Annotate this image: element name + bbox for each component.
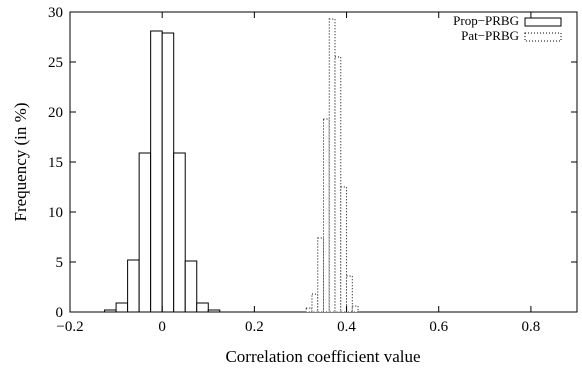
histogram-bar-pat-prbg-1 xyxy=(311,293,319,313)
y-tick-label: 15 xyxy=(48,155,63,171)
x-tick-label: 0.2 xyxy=(245,319,264,335)
legend-label-pat-prbg: Pat−PRBG xyxy=(461,28,519,43)
histogram-bar-prop-prbg-7 xyxy=(184,260,198,313)
legend: Prop−PRBG Pat−PRBG xyxy=(453,13,562,43)
histogram-bar-pat-prbg-6 xyxy=(340,186,348,313)
y-tick-label: 30 xyxy=(48,5,63,21)
y-tick-label: 0 xyxy=(56,305,64,321)
histogram-bar-pat-prbg-3 xyxy=(323,118,330,313)
x-tick-label: −0.2 xyxy=(56,319,83,335)
legend-swatch-pat-prbg xyxy=(524,32,562,42)
x-tick-label: 0.4 xyxy=(337,319,356,335)
histogram-bar-prop-prbg-4 xyxy=(150,30,163,313)
histogram-bar-prop-prbg-6 xyxy=(173,152,186,313)
bars-layer xyxy=(104,18,359,313)
histogram-bar-pat-prbg-8 xyxy=(351,305,359,313)
y-tick-label: 5 xyxy=(56,255,64,271)
histogram-bar-prop-prbg-8 xyxy=(196,302,209,313)
histogram-bar-prop-prbg-9 xyxy=(207,309,221,313)
histogram-bar-prop-prbg-2 xyxy=(127,259,140,313)
y-tick-label: 10 xyxy=(48,205,63,221)
legend-swatch-prop-prbg xyxy=(524,17,562,27)
y-axis-title: Frequency (in %) xyxy=(11,103,30,222)
x-tick-label: 0.6 xyxy=(429,319,448,335)
histogram-bar-pat-prbg-2 xyxy=(317,237,324,313)
legend-label-prop-prbg: Prop−PRBG xyxy=(453,13,519,28)
x-tick-label: 0.8 xyxy=(522,319,541,335)
histogram-bar-prop-prbg-1 xyxy=(115,302,129,313)
histogram-bar-pat-prbg-0 xyxy=(305,307,313,313)
y-tick-label: 25 xyxy=(48,55,63,71)
histogram-bar-pat-prbg-4 xyxy=(328,18,336,313)
histogram-bar-prop-prbg-3 xyxy=(138,152,152,313)
x-axis-title: Correlation coefficient value xyxy=(225,347,420,366)
y-tick-label: 20 xyxy=(48,105,63,121)
x-tick-label: 0 xyxy=(158,319,166,335)
histogram-bar-pat-prbg-5 xyxy=(334,56,342,313)
histogram-bar-prop-prbg-5 xyxy=(161,32,175,313)
histogram-bar-pat-prbg-7 xyxy=(346,275,353,313)
histogram-bar-prop-prbg-0 xyxy=(104,309,117,313)
